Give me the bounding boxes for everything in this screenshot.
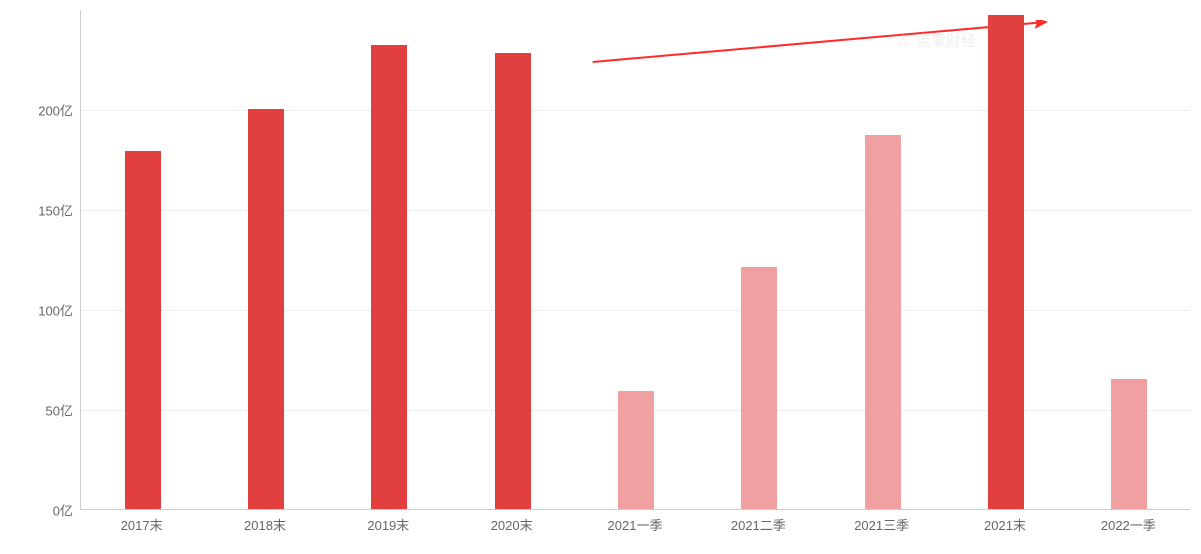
bar	[1111, 379, 1147, 509]
bar	[125, 151, 161, 509]
bar	[495, 53, 531, 509]
x-tick-label: 2021末	[984, 515, 1026, 534]
x-tick-label: 2020末	[491, 515, 533, 534]
y-tick-label: 150亿	[3, 201, 73, 220]
x-tick-label: 2021三季	[854, 515, 909, 534]
y-tick-label: 0亿	[3, 501, 73, 520]
bar	[371, 45, 407, 509]
x-tick-label: 2017末	[121, 515, 163, 534]
bar	[988, 15, 1024, 509]
x-tick-label: 2021二季	[731, 515, 786, 534]
x-tick-label: 2019末	[367, 515, 409, 534]
trend-arrow	[161, 20, 1201, 520]
y-tick-label: 200亿	[3, 101, 73, 120]
bar	[618, 391, 654, 509]
bar	[741, 267, 777, 509]
y-tick-label: 50亿	[3, 401, 73, 420]
bar	[865, 135, 901, 509]
x-tick-label: 2022一季	[1101, 515, 1156, 534]
y-tick-label: 100亿	[3, 301, 73, 320]
chart-container: 点掌财经	[0, 0, 1201, 554]
x-tick-label: 2021一季	[608, 515, 663, 534]
plot-area	[80, 10, 1190, 510]
bar	[248, 109, 284, 509]
x-tick-label: 2018末	[244, 515, 286, 534]
